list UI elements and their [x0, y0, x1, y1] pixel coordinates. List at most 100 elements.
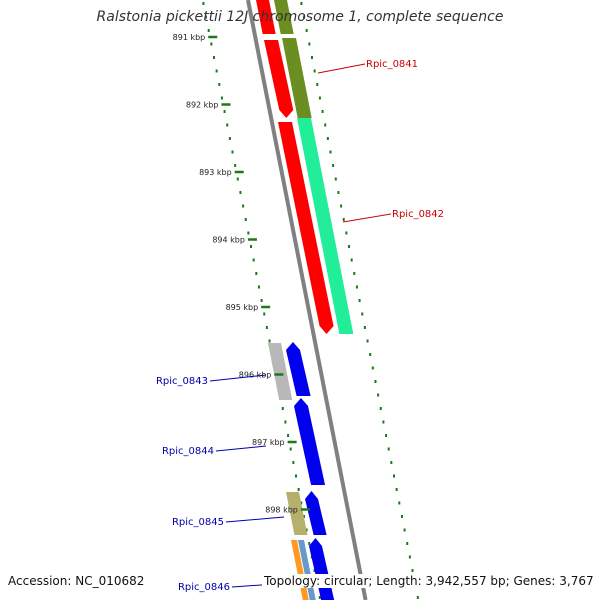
ring-dot: [337, 191, 340, 194]
ring-dot: [379, 407, 382, 410]
ring-dot: [284, 420, 287, 424]
gene-block-khaki: [286, 492, 308, 535]
gene-block-partial-red: [256, 0, 276, 34]
ring-dot: [395, 488, 398, 491]
ring-dot: [263, 312, 266, 316]
ring-dot: [398, 501, 401, 505]
scale-tick-label: 897 kbp: [252, 438, 285, 447]
ring-dot: [342, 218, 345, 221]
ring-dot: [371, 366, 374, 370]
gene-block-green: [297, 118, 354, 334]
ring-dot: [382, 420, 385, 424]
gene-label-leader: [342, 213, 392, 223]
ring-dot: [393, 474, 396, 478]
ring-dot: [292, 461, 295, 464]
map-title: Ralstonia pickettii 12J chromosome 1, co…: [96, 9, 504, 25]
ring-dot: [390, 461, 393, 464]
gene-block-red: [264, 40, 294, 118]
ring-dot: [212, 56, 215, 59]
ring-dot: [308, 542, 311, 545]
ring-dot: [247, 231, 250, 235]
gene-label: Rpic_0842: [392, 209, 444, 220]
ring-dot: [268, 339, 271, 343]
ring-dot: [332, 164, 335, 167]
gene-block-blue: [286, 342, 311, 396]
ring-dot: [210, 42, 213, 46]
ring-dot: [300, 501, 303, 505]
ring-dot: [218, 83, 221, 86]
ring-dot: [236, 177, 239, 181]
gene-label: Rpic_0844: [162, 446, 214, 457]
ring-dot: [205, 15, 208, 19]
ring-dot: [361, 312, 364, 316]
scale-tick-label: 891 kbp: [173, 33, 206, 42]
gene-label: Rpic_0846: [178, 582, 230, 593]
ring-dot: [321, 110, 324, 113]
ring-dot: [289, 447, 292, 451]
gene-label: Rpic_0843: [156, 376, 208, 387]
ring-dot: [326, 137, 329, 140]
ring-dot: [226, 123, 229, 127]
ring-dot: [416, 596, 419, 599]
ring-dot: [318, 596, 321, 599]
ring-dot: [411, 569, 414, 572]
ring-dot: [223, 110, 226, 113]
scale-tick-label: 896 kbp: [239, 371, 272, 380]
gene-label-leader: [317, 63, 366, 74]
ring-dot: [308, 42, 311, 46]
ring-dot: [366, 339, 369, 343]
ring-dot: [303, 15, 306, 19]
ring-dot: [242, 204, 245, 208]
ring-dot: [385, 434, 388, 437]
ring-dot: [250, 245, 253, 248]
ring-dot: [260, 299, 263, 302]
ring-dot: [215, 69, 218, 73]
backbone-line: [246, 0, 368, 600]
ring-dot: [239, 191, 242, 194]
outer-tick-ring: [300, 2, 419, 599]
accession-text: Accession: NC_010682: [8, 574, 145, 588]
ring-dot: [305, 528, 308, 532]
ring-dot: [234, 164, 237, 167]
ring-dot: [252, 258, 255, 262]
ring-dot: [313, 69, 316, 73]
ring-dot: [265, 326, 268, 329]
gene-label: Rpic_0845: [172, 517, 224, 528]
ring-dot: [316, 83, 319, 86]
ring-dot: [369, 353, 372, 356]
scale-tick-label: 895 kbp: [226, 303, 259, 312]
ring-dot: [220, 96, 223, 100]
ring-dot: [345, 231, 348, 235]
ring-dot: [318, 96, 321, 100]
ring-dot: [377, 393, 380, 397]
gene-label-leader: [209, 374, 267, 382]
ring-dot: [202, 2, 205, 5]
gene-block-blue: [305, 491, 327, 535]
ring-dot: [403, 528, 406, 532]
ring-dot: [324, 123, 327, 127]
ring-dot: [255, 272, 258, 275]
scale-tick-label: 898 kbp: [265, 506, 298, 515]
genome-summary-text: Topology: circular; Length: 3,942,557 bp…: [262, 574, 596, 588]
ring-dot: [329, 150, 332, 154]
scale-tick-label: 894 kbp: [212, 236, 245, 245]
ring-dot: [281, 407, 284, 410]
scale-tick-label: 892 kbp: [186, 101, 219, 110]
ring-dot: [305, 29, 308, 32]
ring-dot: [302, 515, 305, 518]
ring-dot: [340, 204, 343, 208]
gene-block-gray: [268, 343, 293, 400]
scale-ticks: 891 kbp 892 kbp 893 kbp 894 kbp 895 kbp 896 k…: [173, 33, 324, 582]
ring-dot: [244, 218, 247, 221]
ring-dot: [300, 2, 303, 5]
ring-dot: [310, 56, 313, 59]
ring-dot: [363, 326, 366, 329]
ring-dot: [287, 434, 290, 437]
gene-block-blue-long: [294, 398, 326, 485]
gene-labels: Rpic_0841 Rpic_0842 Rpic_0843 Rpic_0844 Rpic…: [156, 59, 444, 593]
ring-dot: [358, 299, 361, 302]
ring-dot: [406, 542, 409, 545]
ring-dot: [207, 29, 210, 32]
